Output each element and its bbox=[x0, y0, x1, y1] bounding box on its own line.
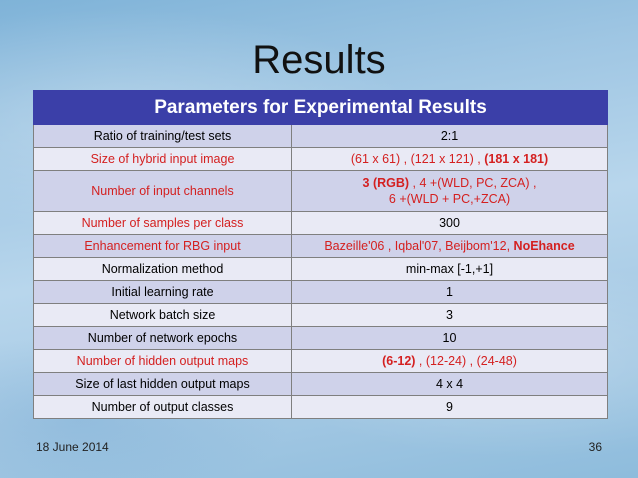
table-row: Number of input channels 3 (RGB) , 4 +(W… bbox=[33, 170, 609, 212]
row-label: Network batch size bbox=[33, 303, 292, 327]
row-label: Number of samples per class bbox=[33, 211, 292, 235]
row-value: 3 (RGB) , 4 +(WLD, PC, ZCA) , 6 +(WLD + P… bbox=[290, 170, 609, 212]
row-label: Ratio of training/test sets bbox=[33, 124, 292, 148]
row-value-highlight: (181 x 181) bbox=[484, 152, 549, 166]
table-row: Size of hybrid input image (61 x 61) , (… bbox=[33, 147, 609, 171]
row-value: 300 bbox=[290, 211, 609, 235]
row-value: Bazeille'06 , Iqbal'07, Beijbom'12, NoEh… bbox=[290, 234, 609, 258]
table-header: Parameters for Experimental Results bbox=[32, 90, 609, 125]
row-value: (61 x 61) , (121 x 121) , (181 x 181) bbox=[290, 147, 609, 171]
table-row: Enhancement for RBG input Bazeille'06 , … bbox=[33, 234, 609, 258]
table-row: Number of network epochs 10 bbox=[33, 326, 609, 350]
row-value-part: , 4 +(WLD, PC, ZCA) , bbox=[409, 176, 537, 190]
row-value: (6-12) , (12-24) , (24-48) bbox=[290, 349, 609, 373]
table-row: Network batch size 3 bbox=[33, 303, 609, 327]
row-label: Normalization method bbox=[33, 257, 292, 281]
page-number: 36 bbox=[588, 440, 602, 454]
row-value: min-max [-1,+1] bbox=[290, 257, 609, 281]
row-label: Size of hybrid input image bbox=[33, 147, 292, 171]
row-value: 4 x 4 bbox=[290, 372, 609, 396]
row-value: 3 bbox=[290, 303, 609, 327]
row-value: 10 bbox=[290, 326, 609, 350]
row-label: Enhancement for RBG input bbox=[33, 234, 292, 258]
table-row: Ratio of training/test sets 2:1 bbox=[33, 124, 609, 148]
table-row: Normalization method min-max [-1,+1] bbox=[33, 257, 609, 281]
row-value: 2:1 bbox=[290, 124, 609, 148]
row-value-highlight: 3 (RGB) bbox=[362, 176, 410, 190]
row-value-part: (61 x 61) , (121 x 121) , bbox=[350, 152, 485, 166]
row-value: 9 bbox=[290, 395, 609, 419]
table-row: Size of last hidden output maps 4 x 4 bbox=[33, 372, 609, 396]
row-value: 1 bbox=[290, 280, 609, 304]
row-value-part: , (12-24) , (24-48) bbox=[415, 354, 517, 368]
row-value-part: 6 +(WLD + PC,+ZCA) bbox=[388, 192, 511, 206]
row-label: Size of last hidden output maps bbox=[33, 372, 292, 396]
footer-date: 18 June 2014 bbox=[36, 440, 109, 454]
row-value-highlight: (6-12) bbox=[382, 354, 416, 368]
row-value-part: Bazeille'06 , Iqbal'07, Beijbom'12, bbox=[324, 239, 514, 253]
slide-title: Results bbox=[252, 38, 386, 82]
row-label: Number of network epochs bbox=[33, 326, 292, 350]
row-label: Number of output classes bbox=[33, 395, 292, 419]
table-row: Initial learning rate 1 bbox=[33, 280, 609, 304]
row-value-highlight: NoEhance bbox=[513, 239, 575, 253]
table-row: Number of output classes 9 bbox=[33, 395, 609, 419]
row-label: Number of input channels bbox=[33, 170, 292, 212]
row-label: Number of hidden output maps bbox=[33, 349, 292, 373]
table-row: Number of samples per class 300 bbox=[33, 211, 609, 235]
parameters-table: Parameters for Experimental Results Rati… bbox=[32, 90, 609, 419]
table-row: Number of hidden output maps (6-12) , (1… bbox=[33, 349, 609, 373]
row-label: Initial learning rate bbox=[33, 280, 292, 304]
